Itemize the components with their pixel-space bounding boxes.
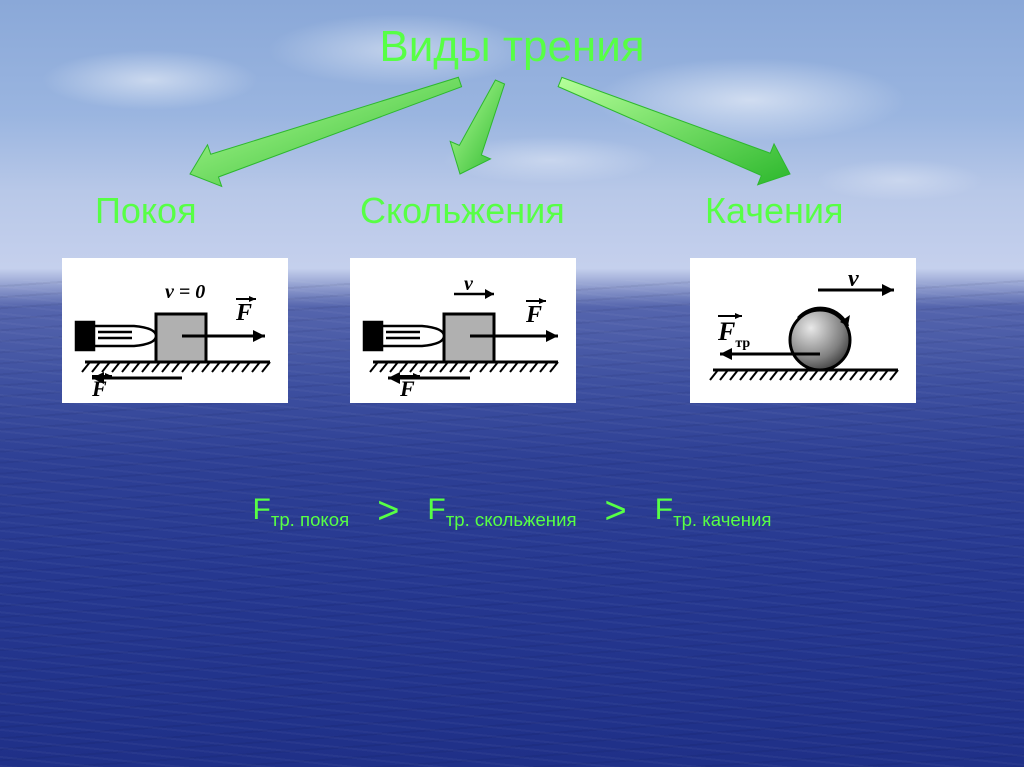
friction-label: Fтр: [717, 317, 750, 351]
label-sliding: Скольжения: [360, 190, 565, 232]
label-rolling: Качения: [705, 190, 843, 232]
velocity-label: v: [848, 266, 859, 292]
gt-2: >: [605, 490, 627, 533]
diagram-rest-svg: v = 0 F Fтр: [70, 266, 280, 396]
gt-1: >: [377, 490, 399, 533]
force-label: F: [525, 302, 542, 328]
diagram-rest: v = 0 F Fтр: [62, 258, 288, 403]
force-label: F: [235, 300, 252, 326]
term-sliding: Fтр. скольжения: [427, 493, 576, 531]
term-rest: Fтр. покоя: [253, 493, 350, 531]
velocity-label: v = 0: [165, 281, 205, 303]
velocity-label: v: [464, 273, 474, 295]
diagram-rolling-svg: v Fтр: [698, 266, 908, 396]
inequality-row: Fтр. покоя > Fтр. скольжения > Fтр. каче…: [0, 490, 1024, 533]
diagram-sliding-svg: v F Fтр: [358, 266, 568, 396]
label-rest: Покоя: [95, 190, 197, 232]
diagram-sliding: v F Fтр: [350, 258, 576, 403]
term-rolling: Fтр. качения: [655, 493, 772, 531]
diagram-rolling: v Fтр: [690, 258, 916, 403]
